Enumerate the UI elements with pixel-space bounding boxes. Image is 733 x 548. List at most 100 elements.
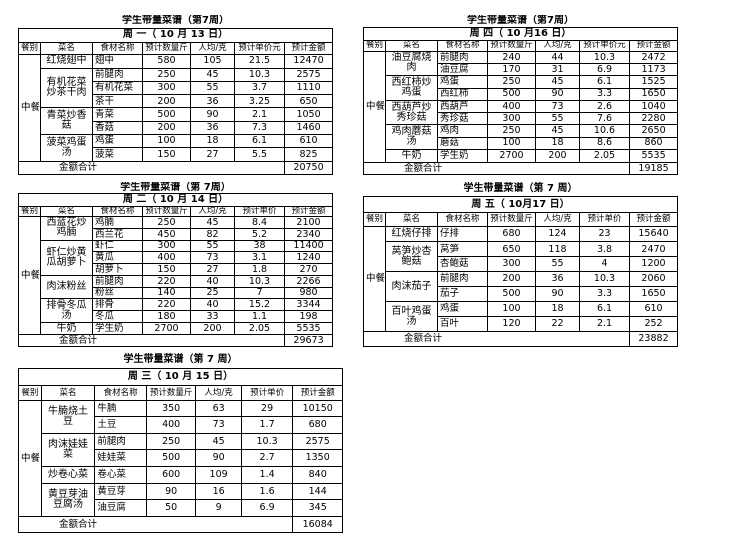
item-value: 40 xyxy=(190,298,235,312)
item-value: 10.3 xyxy=(579,50,630,64)
date: 周 二（ 10 月 14 日） xyxy=(17,193,334,207)
menu-table-box: 学生带量菜谱（第 7 周） 周 三（ 10 月 15 日） 餐别 菜名 食材名称 预计数量… xyxy=(17,352,343,534)
item-row: 牛奶 学生奶 2700 200 2.05 5535 xyxy=(364,148,679,163)
item-value: 15.2 xyxy=(234,298,285,312)
item-row: 虾仁炒黄瓜胡萝卜 虾仁 300 55 38 11400 xyxy=(19,239,334,276)
item-value: 8.4 xyxy=(234,216,285,229)
ingredient: 鸡蛋 xyxy=(437,301,488,318)
total: 20750 xyxy=(283,160,334,176)
total-row: 金额合计 20750 xyxy=(18,160,334,176)
dish-name: 牛奶 xyxy=(385,148,438,163)
column-header: 菜名 xyxy=(40,41,93,55)
ingredient: 鸡肉 xyxy=(437,124,488,138)
title-row: 学生带量菜谱（第7周） xyxy=(364,15,678,27)
item-value: 36 xyxy=(535,271,580,288)
item-value: 40 xyxy=(190,274,235,288)
item-value: 10.3 xyxy=(579,271,630,288)
ingredient: 虾仁 xyxy=(92,239,143,253)
menu-table: 学生带量菜谱（第 7 周）周 五（ 10月17 日） 餐别 菜名 食材名称 预计数量斤人… xyxy=(362,182,679,347)
item-row: 冬瓜 180 33 1.1 198 xyxy=(19,310,334,323)
item-row: 牛奶 学生奶 2700 200 2.05 5535 xyxy=(19,321,334,336)
column-header: 食材名称 xyxy=(92,205,143,218)
item-value: 1.6 xyxy=(240,482,294,501)
item-value: 2575 xyxy=(283,67,334,82)
date-row: 周 四（ 10 月16 日） xyxy=(362,26,679,41)
column-header: 菜名 xyxy=(40,205,93,218)
item-value: 27 xyxy=(190,147,235,162)
item-value: 109 xyxy=(195,465,242,484)
column-header: 人均/克 xyxy=(195,385,242,401)
dish-name: 肉沫茄子 xyxy=(385,271,438,303)
item-value: 9 xyxy=(195,499,242,517)
item-row: 莴笋炒杏鲍菇 莴笋 650 118 3.8 2470 xyxy=(364,241,679,273)
dish-name: 菠菜鸡蛋汤 xyxy=(40,134,93,162)
total: 23882 xyxy=(628,331,679,347)
item-value: 5.5 xyxy=(234,147,285,162)
total-label: 金额合计 xyxy=(18,160,285,176)
ingredient: 蘑菇 xyxy=(437,136,488,150)
item-value: 63 xyxy=(195,399,242,418)
item-value: 3.3 xyxy=(579,87,630,101)
ingredient: 冬瓜 xyxy=(92,310,143,323)
item-value: 450 xyxy=(142,227,191,241)
item-value: 16 xyxy=(195,482,242,501)
item-row: 粉丝 140 25 7 980 xyxy=(19,286,334,300)
column-header: 预计数量斤 xyxy=(142,205,191,218)
item-value: 2.05 xyxy=(234,321,285,336)
dish-name: 油豆腐烧肉 xyxy=(385,50,438,77)
column-header: 预计数量斤 xyxy=(142,41,191,55)
item-row: 西红柿炒鸡蛋 鸡蛋 250 45 6.1 1525 xyxy=(364,75,679,101)
item-value: 4 xyxy=(579,256,630,273)
item-value: 1460 xyxy=(283,120,334,136)
ingredient: 前腿肉 xyxy=(437,271,488,288)
item-value: 2266 xyxy=(283,274,334,288)
item-row: 黄瓜 400 73 3.1 1240 xyxy=(19,251,334,265)
dish-name: 牛腩烧土豆 xyxy=(40,399,96,434)
item-value: 200 xyxy=(487,271,536,288)
item-value: 100 xyxy=(487,136,536,150)
item-row: 鸡肉蘑菇汤 鸡肉 250 45 10.6 2650 xyxy=(364,124,679,150)
column-header: 预计数量斤 xyxy=(145,385,197,401)
item-value: 23 xyxy=(579,225,630,243)
item-value: 144 xyxy=(292,482,343,501)
item-value: 180 xyxy=(142,310,191,323)
item-row: 有机花菜 300 55 3.7 1110 xyxy=(19,80,334,96)
date: 周 五（ 10月17 日） xyxy=(362,196,679,214)
date: 周 三（ 10 月 15 日） xyxy=(18,367,343,387)
item-value: 10150 xyxy=(292,399,343,418)
ingredient: 鸡蛋 xyxy=(437,75,488,89)
item-value: 3.1 xyxy=(234,251,285,265)
item-value: 12470 xyxy=(283,53,334,69)
ingredient: 前腿肉 xyxy=(437,50,488,64)
header-row: 餐别 菜名 食材名称 预计数量斤 人均/克 预计单价 预计金额 xyxy=(363,212,679,227)
ingredient: 娃娃菜 xyxy=(94,449,147,467)
total-label: 金额合计 xyxy=(363,161,630,176)
item-value: 36 xyxy=(190,94,235,109)
total-row: 金额合计 19185 xyxy=(363,161,679,176)
item-value: 10.3 xyxy=(234,274,285,288)
date-row: 周 五（ 10月17 日） xyxy=(362,196,679,214)
dish-name: 莴笋炒杏鲍菇 xyxy=(385,241,438,273)
column-header: 餐别 xyxy=(363,212,386,227)
item-value: 2.1 xyxy=(234,107,285,122)
item-row: 有机花菜炒茶干肉 前腿肉 250 45 10.3 2575 xyxy=(19,67,334,109)
item-value: 2700 xyxy=(142,321,191,336)
item-value: 1040 xyxy=(628,99,679,114)
item-row: 油豆腐 50 9 6.9 345 xyxy=(19,499,343,517)
column-header: 预计单价 xyxy=(579,212,630,227)
item-value: 500 xyxy=(487,286,536,303)
item-value: 2060 xyxy=(628,271,679,288)
column-header: 菜名 xyxy=(385,39,438,52)
dish-name: 西蓝花炒鸡腩 xyxy=(40,216,93,241)
dish-name: 肉沫娃娃菜 xyxy=(40,432,96,467)
total-label: 金额合计 xyxy=(18,334,285,347)
date: 周 一（ 10 月 13 日） xyxy=(17,27,334,43)
item-value: 200 xyxy=(535,148,580,163)
item-value: 90 xyxy=(145,482,197,501)
item-value: 31 xyxy=(535,62,580,77)
title-row: 学生带量菜谱（第 7 周） xyxy=(19,352,343,368)
item-row: 西兰花 450 82 5.2 2340 xyxy=(19,227,334,241)
total-label: 金额合计 xyxy=(17,515,294,534)
item-row: 中餐 油豆腐烧肉 前腿肉 240 44 10.3 2472 xyxy=(363,50,679,163)
item-value: 3.8 xyxy=(579,241,630,258)
